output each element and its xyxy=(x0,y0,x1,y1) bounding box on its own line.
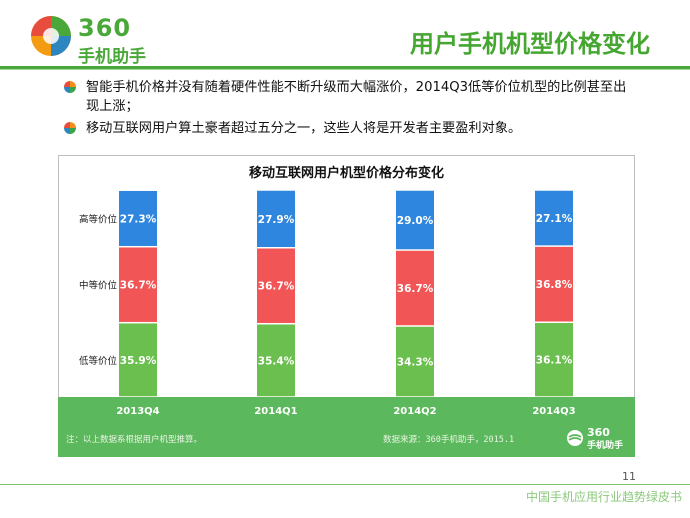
bar-segment xyxy=(119,190,157,246)
series-label: 高等价位 xyxy=(79,213,118,225)
bar-segment xyxy=(257,324,295,397)
bullet-text: 移动互联网用户算土豪者超过五分之一，这些人将是开发者主要盈利对象。 xyxy=(86,121,522,136)
data-label: 35.4% xyxy=(258,355,295,367)
bar-segment xyxy=(535,323,573,397)
data-label: 27.3% xyxy=(120,213,157,225)
bar-segment xyxy=(396,326,434,397)
series-label: 中等价位 xyxy=(79,280,118,292)
data-label: 36.1% xyxy=(536,355,573,367)
bullet-item: 智能手机价格并没有随着硬件性能不断升级而大幅涨价，2014Q3低等价位机型的比例… xyxy=(64,78,634,116)
logo-name: 手机助手 xyxy=(78,47,146,67)
data-label: 29.0% xyxy=(397,215,434,227)
category-label: 2013Q4 xyxy=(116,406,159,417)
data-label: 27.1% xyxy=(536,213,573,225)
bar-segment xyxy=(396,190,434,250)
band-logo-number: 360 xyxy=(587,426,610,439)
logo-number: 360 xyxy=(78,14,132,42)
page-number: 11 xyxy=(622,470,636,483)
footer-band xyxy=(58,397,635,457)
bar-segment xyxy=(535,246,573,322)
bar-segment xyxy=(396,250,434,326)
data-label: 36.7% xyxy=(120,280,157,292)
report-name: 中国手机应用行业趋势绿皮书 xyxy=(525,490,682,504)
bar-segment xyxy=(119,323,157,397)
data-label: 36.7% xyxy=(258,281,295,293)
title-divider xyxy=(0,66,690,69)
bullet-ball-icon xyxy=(64,122,76,134)
chart-source: 数据来源：360手机助手，2015.1 xyxy=(383,435,515,445)
bar-segment xyxy=(535,190,573,246)
bar-segment xyxy=(257,248,295,323)
data-label: 36.7% xyxy=(397,283,434,295)
category-label: 2014Q3 xyxy=(532,406,575,417)
brand-logo: 360 手机助手 xyxy=(28,12,178,67)
data-label: 34.3% xyxy=(397,356,434,368)
bar-segment xyxy=(119,247,157,322)
series-label: 低等价位 xyxy=(79,355,118,367)
bar-segment xyxy=(257,190,295,248)
bullet-text: 智能手机价格并没有随着硬件性能不断升级而大幅涨价，2014Q3低等价位机型的比例… xyxy=(86,80,627,114)
band-logo: 360 手机助手 xyxy=(565,426,633,451)
band-logo-ball-icon xyxy=(567,430,583,446)
category-label: 2014Q1 xyxy=(254,406,297,417)
bottom-divider xyxy=(0,484,690,485)
data-label: 35.9% xyxy=(120,355,157,367)
data-label: 36.8% xyxy=(536,279,573,291)
page-title: 用户手机机型价格变化 xyxy=(410,30,650,58)
bullet-item: 移动互联网用户算土豪者超过五分之一，这些人将是开发者主要盈利对象。 xyxy=(64,119,634,138)
category-label: 2014Q2 xyxy=(393,406,436,417)
logo-ball-icon xyxy=(31,16,71,56)
data-label: 27.9% xyxy=(258,214,295,226)
title-divider-shadow xyxy=(0,69,690,70)
band-logo-name: 手机助手 xyxy=(587,441,624,451)
chart-title: 移动互联网用户机型价格分布变化 xyxy=(248,166,444,181)
bullet-ball-icon xyxy=(64,81,76,93)
bullet-list: 智能手机价格并没有随着硬件性能不断升级而大幅涨价，2014Q3低等价位机型的比例… xyxy=(64,78,634,141)
chart-note: 注：以上数据系根据用户机型推算。 xyxy=(66,435,203,445)
